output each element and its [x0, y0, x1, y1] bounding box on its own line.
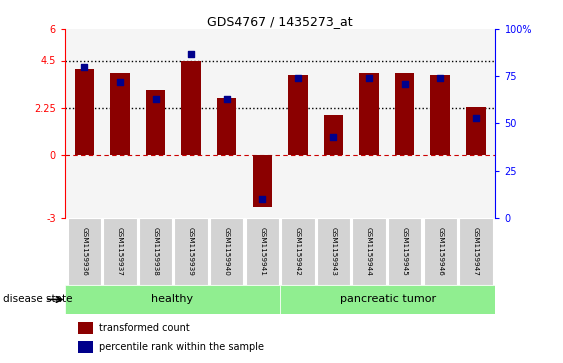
- Bar: [68, 218, 101, 285]
- Bar: [352, 218, 386, 285]
- Text: GSM1159938: GSM1159938: [153, 227, 159, 276]
- Text: GSM1159940: GSM1159940: [224, 227, 230, 276]
- Point: [436, 75, 445, 81]
- Bar: [146, 90, 166, 155]
- Text: GSM1159943: GSM1159943: [330, 227, 337, 276]
- Bar: [78, 341, 93, 353]
- Bar: [423, 218, 457, 285]
- Bar: [253, 155, 272, 207]
- Text: GSM1159947: GSM1159947: [473, 227, 479, 276]
- Point: [293, 75, 302, 81]
- Bar: [110, 73, 129, 155]
- Bar: [181, 61, 201, 155]
- Point: [115, 79, 124, 85]
- Bar: [280, 285, 495, 314]
- Text: healthy: healthy: [151, 294, 194, 305]
- Point: [365, 75, 374, 81]
- Title: GDS4767 / 1435273_at: GDS4767 / 1435273_at: [207, 15, 353, 28]
- Point: [400, 81, 409, 87]
- Bar: [217, 98, 236, 155]
- Bar: [359, 73, 379, 155]
- Bar: [466, 107, 486, 155]
- Bar: [395, 73, 414, 155]
- Text: GSM1159944: GSM1159944: [366, 227, 372, 276]
- Point: [80, 64, 89, 70]
- Text: GSM1159945: GSM1159945: [401, 227, 408, 276]
- Text: pancreatic tumor: pancreatic tumor: [339, 294, 436, 305]
- Point: [222, 96, 231, 102]
- Text: disease state: disease state: [3, 294, 72, 305]
- Point: [151, 96, 160, 102]
- Bar: [288, 75, 307, 155]
- Bar: [175, 218, 208, 285]
- Bar: [431, 75, 450, 155]
- Bar: [78, 322, 93, 334]
- Bar: [317, 218, 350, 285]
- Text: percentile rank within the sample: percentile rank within the sample: [99, 342, 264, 352]
- Bar: [324, 115, 343, 155]
- Text: transformed count: transformed count: [99, 323, 190, 333]
- Text: GSM1159941: GSM1159941: [260, 227, 265, 276]
- Text: GSM1159939: GSM1159939: [188, 227, 194, 276]
- Text: GSM1159942: GSM1159942: [295, 227, 301, 276]
- Bar: [210, 218, 243, 285]
- Bar: [388, 218, 421, 285]
- Text: GSM1159946: GSM1159946: [437, 227, 443, 276]
- Bar: [74, 69, 94, 155]
- Bar: [245, 218, 279, 285]
- Text: GSM1159936: GSM1159936: [81, 227, 87, 276]
- Bar: [103, 218, 137, 285]
- Point: [471, 115, 480, 121]
- Point: [258, 196, 267, 202]
- Bar: [459, 218, 493, 285]
- Bar: [65, 285, 280, 314]
- Text: GSM1159937: GSM1159937: [117, 227, 123, 276]
- Bar: [139, 218, 172, 285]
- Point: [186, 51, 195, 57]
- Bar: [281, 218, 315, 285]
- Point: [329, 134, 338, 139]
